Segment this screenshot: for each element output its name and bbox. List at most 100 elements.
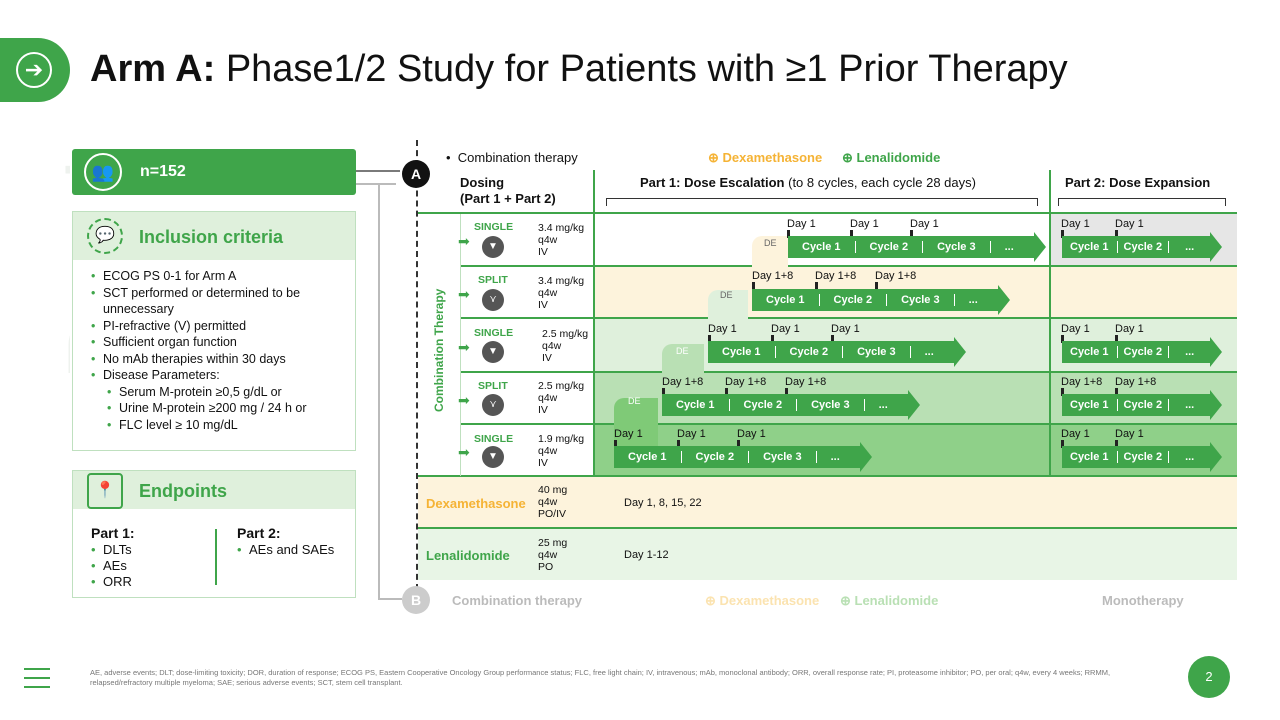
- combination-therapy-label: Combination Therapy: [432, 288, 446, 412]
- day-tick: [1115, 388, 1118, 396]
- de-step: DE: [708, 290, 748, 334]
- day-tick: [662, 388, 665, 396]
- grid-line: [418, 475, 1237, 477]
- connector-b-bottom: [378, 598, 402, 600]
- list-item: No mAb therapies within 30 days: [91, 351, 355, 368]
- dose-type: SPLIT: [478, 274, 508, 286]
- dose-info: 3.4 mg/kg q4w IV: [538, 275, 585, 311]
- part1-header: Part 1: Dose Escalation (to 8 cycles, ea…: [640, 175, 976, 190]
- arrow-icon: ➡: [458, 444, 470, 460]
- day-tick: [831, 335, 834, 343]
- cycle-bar: Cycle 1 Cycle 2...: [1062, 337, 1223, 367]
- dex-row-bg: [418, 476, 1237, 528]
- grid-line: [460, 317, 1237, 319]
- grid-line: [418, 212, 1237, 214]
- cycle-bar: Cycle 1 Cycle 2 Cycle 3...: [708, 337, 966, 367]
- inclusion-criteria-panel: 💬 Inclusion criteria ECOG PS 0-1 for Arm …: [72, 211, 356, 451]
- dashed-timeline: [416, 140, 418, 590]
- arm-a-marker: A: [402, 160, 430, 188]
- split-vial-icon: ⋎: [482, 394, 504, 416]
- inclusion-list: ECOG PS 0-1 for Arm A SCT performed or d…: [73, 260, 355, 433]
- day-tick: [1061, 230, 1064, 238]
- dex-row-label: Dexamethasone: [426, 496, 526, 511]
- arrow-icon: ➡: [458, 392, 470, 408]
- day-tick: [1115, 335, 1118, 343]
- arrow-icon: ➡: [458, 233, 470, 249]
- patient-count: n=152: [140, 163, 186, 180]
- arrow-icon: ➡: [458, 339, 470, 355]
- dose-info: 2.5 mg/kg q4w IV: [538, 380, 585, 416]
- cycle-bar: Cycle 1 Cycle 2...: [1062, 442, 1223, 472]
- connector-b-vert: [378, 183, 380, 599]
- watermark: Results: [51, 93, 70, 380]
- cycle-bar: Cycle 1 Cycle 2 Cycle 3...: [788, 232, 1046, 262]
- page-number: 2: [1188, 656, 1230, 698]
- cycle-bar: Cycle 1 Cycle 2 Cycle 3...: [662, 390, 920, 420]
- chat-icon: 💬: [87, 218, 123, 254]
- dose-info: 2.5 mg/kg q4w IV: [542, 328, 589, 364]
- arm-b-mono: Monotherapy: [1102, 593, 1184, 608]
- len-row-bg: [418, 528, 1237, 580]
- part2-bracket: [1058, 198, 1226, 206]
- day-tick: [1061, 388, 1064, 396]
- cycle-bar: Cycle 1 Cycle 2 Cycle 3...: [614, 442, 872, 472]
- footnote: AE, adverse events; DLT; dose-limiting t…: [90, 668, 1111, 687]
- section-badge: ➔: [0, 38, 70, 102]
- day-tick: [1061, 440, 1064, 448]
- dose-type: SINGLE: [474, 433, 514, 445]
- day-tick: [1115, 440, 1118, 448]
- part2-header: Part 2: Dose Expansion: [1065, 175, 1211, 190]
- len-dose: 25 mg q4w PO: [538, 537, 568, 573]
- dose-info: 1.9 mg/kg q4w IV: [538, 433, 585, 469]
- dose-type: SPLIT: [478, 380, 508, 392]
- list-item: PI-refractive (V) permitted: [91, 318, 355, 335]
- arm-b-combo: Combination therapy: [452, 593, 583, 608]
- people-icon: 👥: [84, 153, 122, 191]
- vial-icon: ▼: [482, 236, 504, 258]
- de-step: DE: [662, 344, 704, 386]
- cycle-bar: Cycle 1 Cycle 2...: [1062, 232, 1223, 262]
- list-item: Urine M-protein ≥200 mg / 24 h or: [107, 400, 355, 417]
- arrow-right-icon: ➔: [16, 52, 52, 88]
- split-vial-icon: ⋎: [482, 289, 504, 311]
- list-item: FLC level ≥ 10 mg/dL: [107, 417, 355, 434]
- day-tick: [910, 230, 913, 238]
- vial-icon: ▼: [482, 341, 504, 363]
- list-item: SCT performed or determined to be unnece…: [91, 285, 355, 318]
- dosing-header: Dosing (Part 1 + Part 2): [460, 175, 556, 206]
- len-days: Day 1-12: [624, 549, 669, 561]
- day-tick: [737, 440, 740, 448]
- de-step: DE: [614, 396, 658, 450]
- list-item: ECOG PS 0-1 for Arm A: [91, 268, 355, 285]
- len-row-label: Lenalidomide: [426, 548, 510, 563]
- grid-line: [418, 527, 1237, 529]
- arm-a-bullet: • Combination therapy: [446, 150, 578, 165]
- menu-icon[interactable]: [24, 668, 50, 688]
- day-tick: [771, 335, 774, 343]
- col-line: [460, 214, 461, 476]
- day-tick: [1061, 335, 1064, 343]
- endpoints-panel: 📍 Endpoints Part 1: DLTs AEs ORR Part 2: …: [72, 470, 356, 598]
- page-title: Arm A: Phase1/2 Study for Patients with …: [90, 48, 1068, 90]
- inclusion-title: Inclusion criteria: [139, 227, 284, 247]
- dose-type: SINGLE: [474, 327, 514, 339]
- arm-b-len: ⊕ Lenalidomide: [840, 593, 939, 608]
- day-tick: [787, 230, 790, 238]
- divider: [215, 529, 217, 585]
- day-tick: [850, 230, 853, 238]
- day-tick: [1115, 230, 1118, 238]
- list-item: Serum M-protein ≥0,5 g/dL or: [107, 384, 355, 401]
- vial-icon: ▼: [482, 446, 504, 468]
- presentation-icon: 📍: [87, 473, 123, 509]
- arrow-icon: ➡: [458, 286, 470, 302]
- len-legend: ⊕ Lenalidomide: [842, 150, 941, 165]
- day-tick: [725, 388, 728, 396]
- grid-line: [460, 265, 1237, 267]
- connector-b-top: [356, 183, 396, 185]
- day-tick: [708, 335, 711, 343]
- day-tick: [752, 282, 755, 290]
- de-step: DE: [752, 236, 788, 280]
- patient-count-box: 👥 n=152: [72, 149, 356, 195]
- endpoints-title: Endpoints: [139, 481, 227, 501]
- dose-type: SINGLE: [474, 221, 514, 233]
